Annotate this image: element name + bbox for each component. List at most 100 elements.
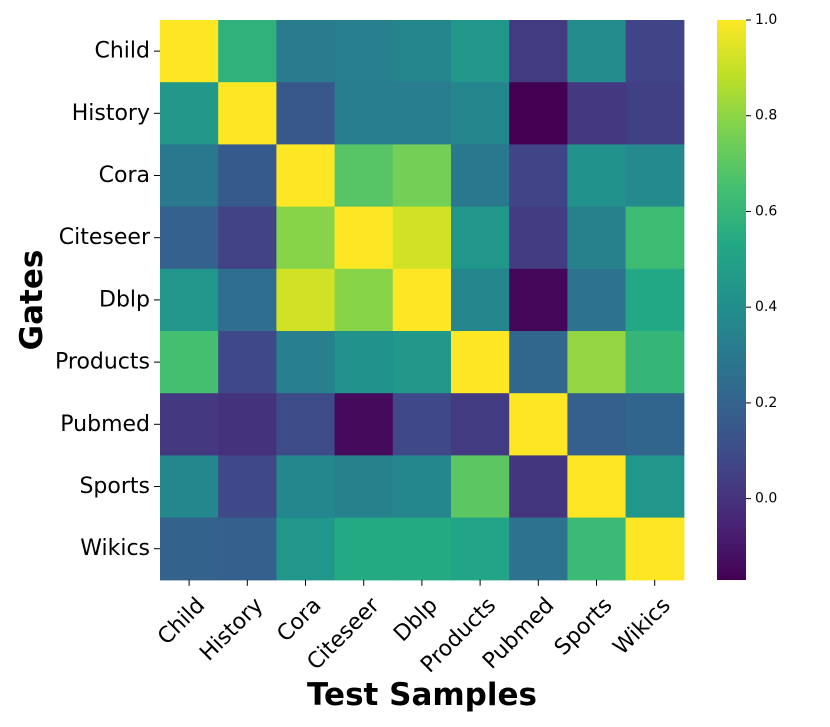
colorbar-tick-label: 1.0 (755, 12, 777, 28)
colorbar-tick-label: 0.8 (755, 108, 777, 124)
heatmap-cell-citeseer-products (451, 206, 510, 270)
heatmap-cell-dblp-wikics (625, 268, 685, 332)
heatmap-cell-dblp-dblp (392, 268, 452, 332)
colorbar-tick-label: 0.4 (755, 299, 777, 315)
x-axis-title: Test Samples (307, 677, 537, 713)
heatmap-cell-citeseer-sports (567, 206, 627, 270)
y-tick-label: Pubmed (60, 412, 150, 437)
heatmap-cell-sports-products (451, 455, 510, 519)
heatmap-cell-wikics-sports (567, 517, 627, 581)
heatmap-cell-products-child (160, 331, 219, 394)
heatmap-cell-wikics-dblp (392, 517, 452, 581)
x-tick-label: Sports (550, 593, 618, 661)
heatmap-cell-dblp-products (451, 268, 510, 332)
heatmap-cell-cora-citeseer (334, 144, 394, 208)
heatmap-cell-history-citeseer (334, 82, 394, 145)
heatmap-cell-sports-wikics (625, 455, 685, 519)
heatmap-cell-pubmed-dblp (392, 393, 452, 456)
heatmap-cell-pubmed-cora (276, 393, 336, 456)
x-tick-label: Cora (272, 593, 326, 647)
heatmap-cell-cora-pubmed (509, 144, 568, 208)
heatmap-cell-pubmed-wikics (625, 393, 685, 456)
x-tick-label: History (195, 593, 268, 666)
heatmap-cell-cora-products (451, 144, 510, 208)
y-tick-label: Child (95, 39, 151, 64)
heatmap-cell-child-sports (567, 20, 627, 83)
heatmap-cell-pubmed-sports (567, 393, 627, 456)
y-tick-label: History (72, 101, 150, 126)
heatmap-cell-citeseer-pubmed (509, 206, 568, 270)
heatmap-cell-history-history (218, 82, 277, 145)
heatmap-cell-history-wikics (625, 82, 685, 145)
heatmap-cell-history-cora (276, 82, 336, 145)
heatmap-cell-sports-pubmed (509, 455, 568, 519)
heatmap-cell-cora-sports (567, 144, 627, 208)
heatmap-cell-history-pubmed (509, 82, 568, 145)
heatmap-cell-cora-cora (276, 144, 336, 208)
heatmap-cell-citeseer-history (218, 206, 277, 270)
heatmap-cell-child-child (160, 20, 219, 83)
colorbar: 0.0 0.2 0.4 0.6 0.8 1.0 (717, 12, 777, 580)
heatmap-cell-wikics-child (160, 517, 219, 581)
heatmap-cell-history-products (451, 82, 510, 145)
colorbar-tick-label: 0.0 (755, 491, 777, 507)
heatmap-cell-child-pubmed (509, 20, 568, 83)
heatmap-cells (160, 20, 685, 581)
heatmap-cell-wikics-cora (276, 517, 336, 581)
heatmap-cell-pubmed-pubmed (509, 393, 568, 456)
y-tick-label: Dblp (99, 287, 150, 312)
heatmap-cell-sports-cora (276, 455, 336, 519)
heatmap-cell-wikics-wikics (625, 517, 685, 581)
heatmap-cell-child-history (218, 20, 277, 83)
heatmap-cell-products-products (451, 331, 510, 394)
heatmap-cell-wikics-history (218, 517, 277, 581)
y-tick-label: Products (55, 350, 150, 375)
y-axis-title: Gates (14, 250, 50, 351)
heatmap-cell-sports-dblp (392, 455, 452, 519)
heatmap-cell-products-history (218, 331, 277, 394)
heatmap-cell-child-products (451, 20, 510, 83)
heatmap-cell-pubmed-child (160, 393, 219, 456)
heatmap-cell-child-cora (276, 20, 336, 83)
heatmap-cell-dblp-citeseer (334, 268, 394, 332)
colorbar-gradient (717, 20, 746, 580)
heatmap-cell-citeseer-wikics (625, 206, 685, 270)
heatmap-cell-dblp-child (160, 268, 219, 332)
heatmap-cell-products-sports (567, 331, 627, 394)
heatmap-cell-sports-history (218, 455, 277, 519)
heatmap-cell-pubmed-history (218, 393, 277, 456)
heatmap-cell-wikics-pubmed (509, 517, 568, 581)
heatmap-cell-citeseer-cora (276, 206, 336, 270)
heatmap-cell-products-cora (276, 331, 336, 394)
x-tick-label: Wikics (609, 593, 676, 660)
heatmap-cell-history-dblp (392, 82, 452, 145)
heatmap-cell-citeseer-child (160, 206, 219, 270)
heatmap-cell-history-sports (567, 82, 627, 145)
heatmap-cell-pubmed-products (451, 393, 510, 456)
heatmap-cell-pubmed-citeseer (334, 393, 394, 456)
heatmap-cell-citeseer-dblp (392, 206, 452, 270)
y-tick-label: Cora (99, 163, 150, 188)
heatmap-cell-dblp-pubmed (509, 268, 568, 332)
heatmap-cell-child-wikics (625, 20, 685, 83)
heatmap-cell-sports-citeseer (334, 455, 394, 519)
heatmap-cell-dblp-cora (276, 268, 336, 332)
y-tick-label: Wikics (80, 536, 150, 561)
heatmap-cell-sports-sports (567, 455, 627, 519)
heatmap-cell-dblp-sports (567, 268, 627, 332)
heatmap-cell-products-pubmed (509, 331, 568, 394)
heatmap-cell-cora-dblp (392, 144, 452, 208)
heatmap-cell-child-dblp (392, 20, 452, 83)
heatmap-cell-cora-child (160, 144, 219, 208)
colorbar-tick-label: 0.2 (755, 395, 777, 411)
heatmap-cell-history-child (160, 82, 219, 145)
heatmap-cell-wikics-citeseer (334, 517, 394, 581)
heatmap-cell-products-citeseer (334, 331, 394, 394)
heatmap-cell-sports-child (160, 455, 219, 519)
x-tick-label: Dblp (389, 593, 443, 647)
colorbar-tick-label: 0.6 (755, 203, 777, 219)
heatmap-cell-products-dblp (392, 331, 452, 394)
heatmap-cell-cora-wikics (625, 144, 685, 208)
